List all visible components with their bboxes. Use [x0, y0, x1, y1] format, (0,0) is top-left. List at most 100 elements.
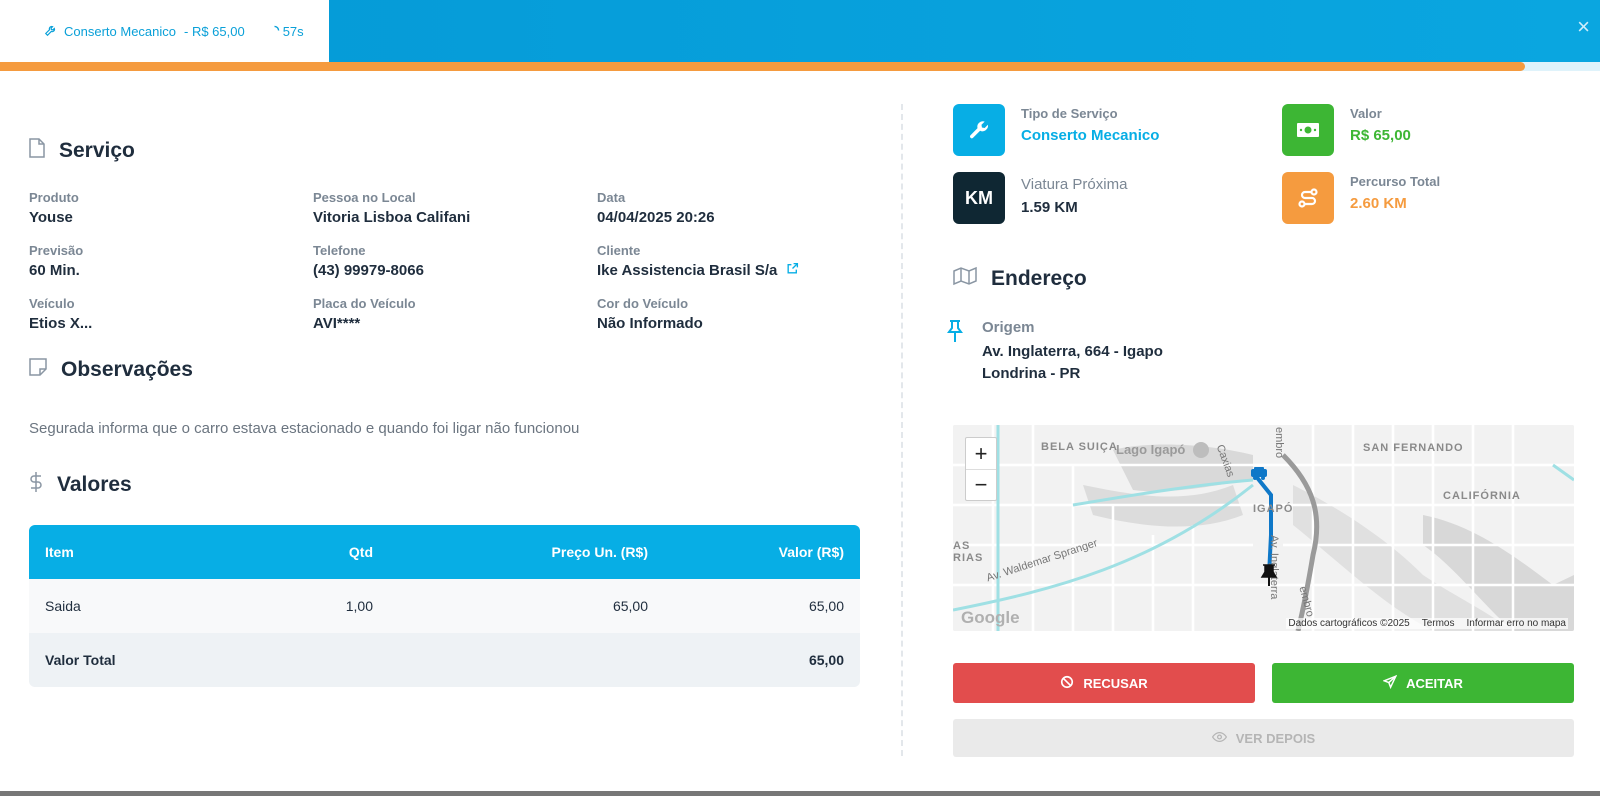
table-header-row: Item Qtd Preço Un. (R$) Valor (R$) — [29, 525, 860, 579]
route-label: Percurso Total — [1350, 174, 1441, 189]
cell-qtd: 1,00 — [229, 579, 389, 633]
map-report-link[interactable]: Informar erro no mapa — [1466, 618, 1567, 629]
vehicle-distance-card: KM Viatura Próxima 1.59 KM — [953, 172, 1127, 224]
map-terms-link[interactable]: Termos — [1421, 618, 1455, 629]
value-amount: R$ 65,00 — [1350, 127, 1411, 144]
total-label: Valor Total — [29, 633, 229, 687]
vehicle-label: Viatura Próxima — [1021, 176, 1128, 193]
field-value: Não Informado — [597, 315, 703, 332]
map-icon — [953, 265, 977, 293]
origin-marker-icon — [1260, 563, 1278, 592]
timer-progress-bar — [0, 62, 1600, 71]
eye-icon — [1211, 731, 1227, 746]
col-item: Item — [29, 525, 229, 579]
sticky-note-icon — [29, 358, 47, 382]
field-value: AVI**** — [313, 315, 361, 332]
values-section-title: Valores — [29, 471, 860, 499]
service-type-value: Conserto Mecanico — [1021, 127, 1160, 144]
map-label: BELA SUIÇA — [1041, 441, 1118, 453]
route-icon — [1282, 172, 1334, 224]
cell-unit-price: 65,00 — [389, 579, 664, 633]
service-title-text: Serviço — [59, 139, 135, 162]
close-icon[interactable]: × — [1577, 14, 1590, 39]
document-icon — [29, 138, 45, 164]
paper-plane-icon — [1382, 674, 1398, 692]
service-section-title: Serviço — [29, 138, 860, 164]
field-label: Telefone — [313, 243, 366, 258]
field-produto: Produto Youse — [29, 190, 313, 226]
observations-title-text: Observações — [61, 358, 193, 381]
tow-truck-marker-icon — [1250, 466, 1268, 485]
value-label: Valor — [1350, 106, 1382, 121]
cell-empty — [229, 633, 389, 687]
cell-total: 65,00 — [664, 579, 860, 633]
map-label: Lago Igapó — [1116, 442, 1186, 457]
tab-timer: 57s — [269, 24, 304, 39]
field-label: Cor do Veículo — [597, 296, 689, 311]
field-veiculo: Veículo Etios X... — [29, 296, 313, 332]
cell-item: Saida — [29, 579, 229, 633]
reject-label: RECUSAR — [1083, 675, 1148, 691]
tab-price: - R$ 65,00 — [184, 23, 245, 39]
field-telefone: Telefone (43) 99979-8066 — [313, 243, 597, 279]
table-row: Saida 1,00 65,00 65,00 — [29, 579, 860, 633]
field-value: 04/04/2025 20:26 — [597, 209, 715, 226]
google-logo: Google — [961, 608, 1020, 627]
field-value: Youse — [29, 209, 73, 226]
origin-label: Origem — [982, 319, 1035, 336]
km-icon: KM — [953, 172, 1005, 224]
zoom-in-button[interactable]: + — [974, 440, 988, 466]
map-label: RIAS — [953, 552, 984, 564]
field-cliente: Cliente Ike Assistencia Brasil S/a — [597, 243, 860, 279]
address-section-title: Endereço — [953, 265, 1087, 293]
route-map[interactable]: BELA SUIÇA Lago Igapó SAN FERNANDO CALIF… — [953, 425, 1574, 631]
field-label: Cliente — [597, 243, 641, 258]
map-attribution: Dados cartográficos ©2025 Termos Informa… — [1286, 618, 1568, 629]
field-value: Vitoria Lisboa Califani — [313, 209, 471, 226]
field-pessoa-no-local: Pessoa no Local Vitoria Lisboa Califani — [313, 190, 597, 226]
map-label: AS — [953, 540, 971, 552]
spinner-icon — [269, 24, 280, 39]
reject-button[interactable]: RECUSAR — [953, 663, 1255, 703]
pin-icon — [946, 319, 964, 382]
field-value: Etios X... — [29, 315, 93, 332]
cell-empty — [389, 633, 664, 687]
address-title-text: Endereço — [991, 267, 1087, 290]
value-card: Valor R$ 65,00 — [1282, 104, 1411, 156]
origin-line2: Londrina - PR — [982, 365, 1081, 382]
route-distance: 2.60 KM — [1350, 195, 1407, 212]
money-icon — [1282, 104, 1334, 156]
service-type-card: Tipo de Serviço Conserto Mecanico — [953, 104, 1159, 156]
origin-line1: Av. Inglaterra, 664 - Igapo — [982, 343, 1163, 360]
service-fields-grid: Produto Youse Pessoa no Local Vitoria Li… — [29, 190, 860, 332]
zoom-out-button[interactable]: − — [966, 469, 996, 500]
field-value: Ike Assistencia Brasil S/a — [597, 262, 860, 279]
wrench-icon — [44, 23, 58, 40]
map-label: IGAPÓ — [1253, 503, 1294, 515]
wrench-icon — [953, 104, 1005, 156]
dollar-icon — [29, 471, 43, 499]
bottom-edge — [0, 791, 1600, 796]
map-label: SAN FERNANDO — [1363, 442, 1464, 454]
field-data: Data 04/04/2025 20:26 — [597, 190, 860, 226]
col-unit-price: Preço Un. (R$) — [389, 525, 664, 579]
ban-icon — [1060, 675, 1074, 692]
map-streets — [953, 425, 1574, 631]
view-later-button[interactable]: VER DEPOIS — [953, 719, 1574, 757]
map-label: embro — [1273, 427, 1285, 459]
timer-progress-fill — [0, 62, 1525, 71]
field-label: Veículo — [29, 296, 75, 311]
external-link-icon[interactable] — [786, 262, 799, 279]
tab-service-name: Conserto Mecanico — [64, 23, 176, 39]
accept-button[interactable]: ACEITAR — [1272, 663, 1574, 703]
map-data-credit: Dados cartográficos ©2025 — [1288, 618, 1410, 629]
field-value: 60 Min. — [29, 262, 80, 279]
table-total-row: Valor Total 65,00 — [29, 633, 860, 687]
service-details: Serviço Produto Youse Pessoa no Local Vi… — [29, 100, 860, 687]
col-total: Valor (R$) — [664, 525, 860, 579]
field-label: Produto — [29, 190, 79, 205]
values-title-text: Valores — [57, 473, 132, 496]
field-label: Placa do Veículo — [313, 296, 416, 311]
service-tab[interactable]: Conserto Mecanico - R$ 65,00 57s — [0, 0, 329, 62]
service-type-label: Tipo de Serviço — [1021, 106, 1118, 121]
